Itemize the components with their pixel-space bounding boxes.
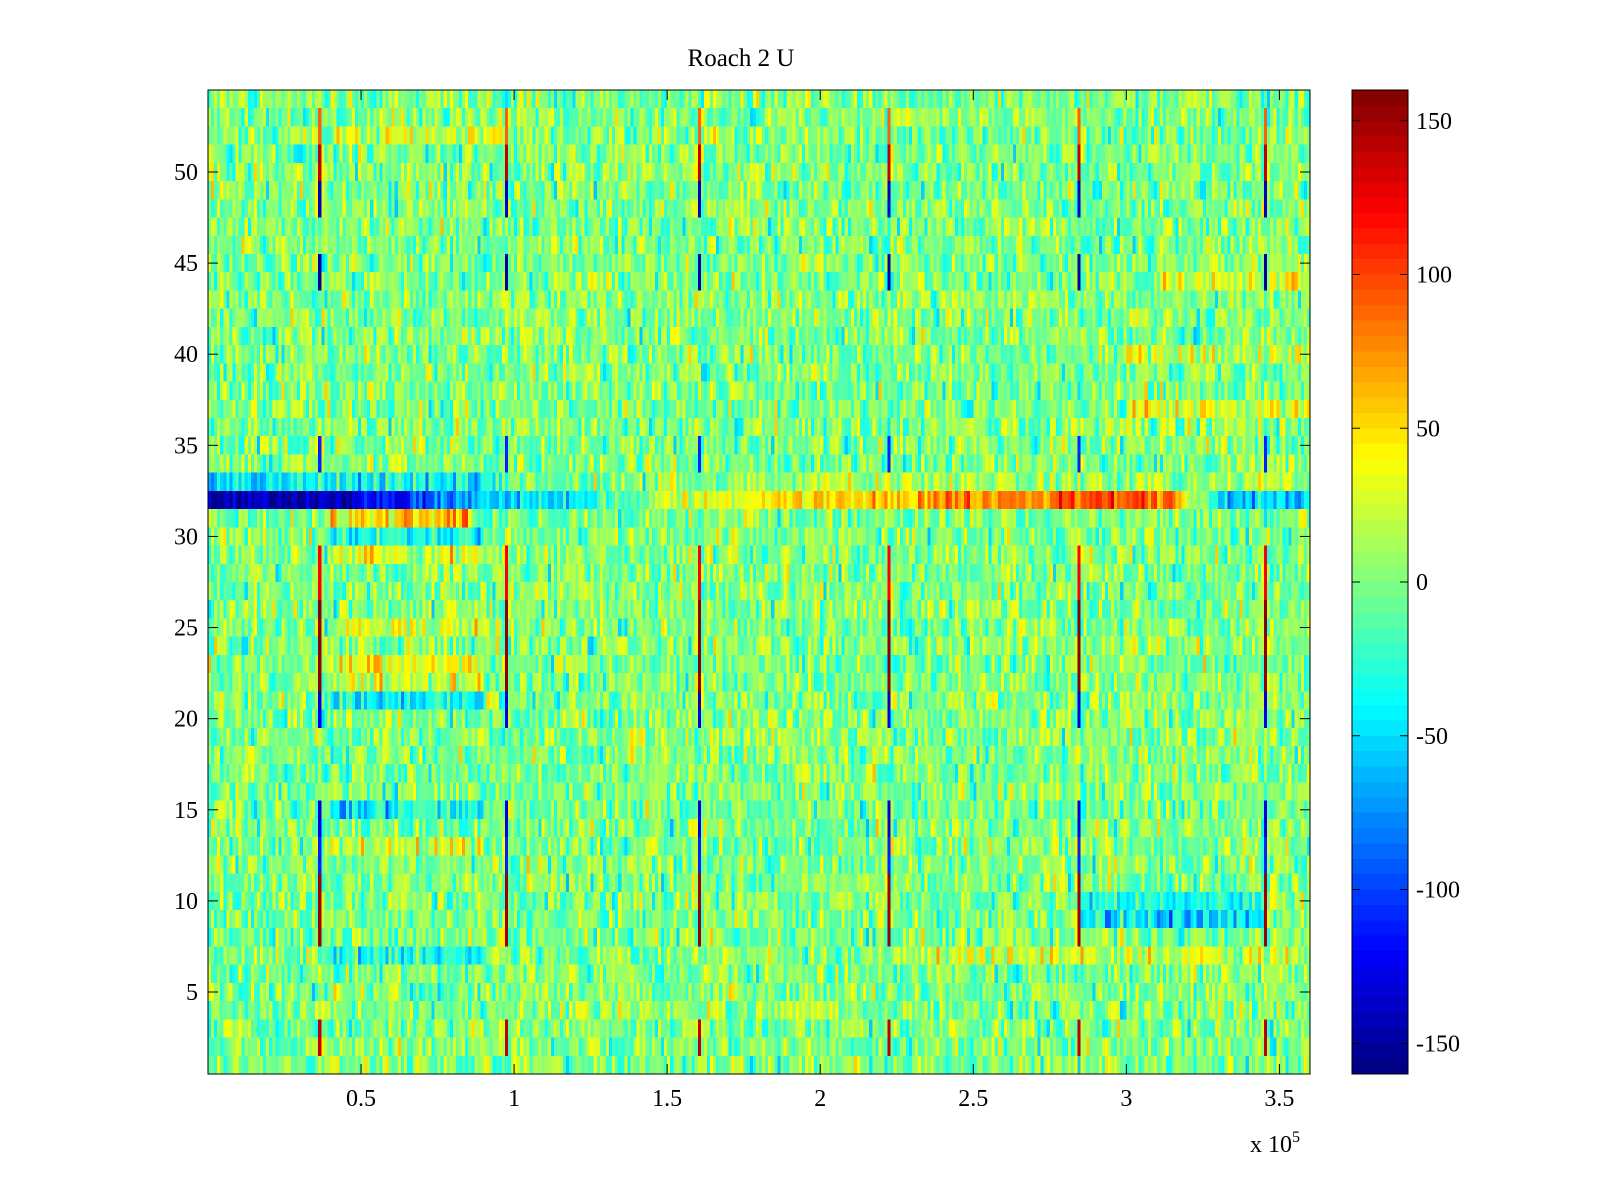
- y-tick-label: 35: [174, 433, 198, 459]
- colorbar-tick-label: 50: [1416, 416, 1440, 442]
- x-multiplier-base: x 10: [1250, 1132, 1292, 1158]
- colorbar-tick-label: -150: [1416, 1031, 1460, 1057]
- colorbar-tick-label: -100: [1416, 878, 1460, 904]
- x-tick-label: 1: [508, 1086, 520, 1112]
- y-tick-label: 50: [174, 160, 198, 186]
- y-tick-label: 30: [174, 524, 198, 550]
- colorbar: 150 100 50 0 -50 -100 -150: [1351, 89, 1460, 1075]
- x-tick-label: 3.5: [1264, 1086, 1294, 1112]
- x-axis-multiplier: x 105: [1250, 1129, 1300, 1158]
- colorbar-tick-label: -50: [1416, 724, 1448, 750]
- chart-title: Roach 2 U: [688, 45, 795, 72]
- x-axis: 0.5 1 1.5 2 2.5 3 3.5: [346, 90, 1294, 1112]
- x-tick-label: 3: [1120, 1086, 1132, 1112]
- y-tick-label: 25: [174, 616, 198, 642]
- y-tick-label: 15: [174, 798, 198, 824]
- y-tick-label: 45: [174, 251, 198, 277]
- heatmap-cells: [208, 90, 1310, 1074]
- colorbar-tick-label: 100: [1416, 263, 1452, 289]
- colorbar-gradient: [1352, 90, 1408, 1074]
- x-tick-label: 2: [814, 1086, 826, 1112]
- colorbar-tick-label: 0: [1416, 570, 1428, 596]
- y-axis: 5 10 15 20 25 30 35 40 45 50: [174, 160, 1310, 1006]
- y-tick-label: 20: [174, 707, 198, 733]
- x-tick-label: 1.5: [652, 1086, 682, 1112]
- y-tick-label: 5: [186, 980, 198, 1006]
- x-multiplier-exponent: 5: [1292, 1129, 1300, 1146]
- y-tick-label: 10: [174, 889, 198, 915]
- colorbar-tick-label: 150: [1416, 109, 1452, 135]
- x-tick-label: 0.5: [346, 1086, 376, 1112]
- plot-frame: [207, 89, 1311, 1075]
- y-tick-label: 40: [174, 342, 198, 368]
- x-tick-label: 2.5: [958, 1086, 988, 1112]
- colorbar-ticks: 150 100 50 0 -50 -100 -150: [1352, 109, 1460, 1057]
- heatmap-plot-area: [208, 90, 1310, 1074]
